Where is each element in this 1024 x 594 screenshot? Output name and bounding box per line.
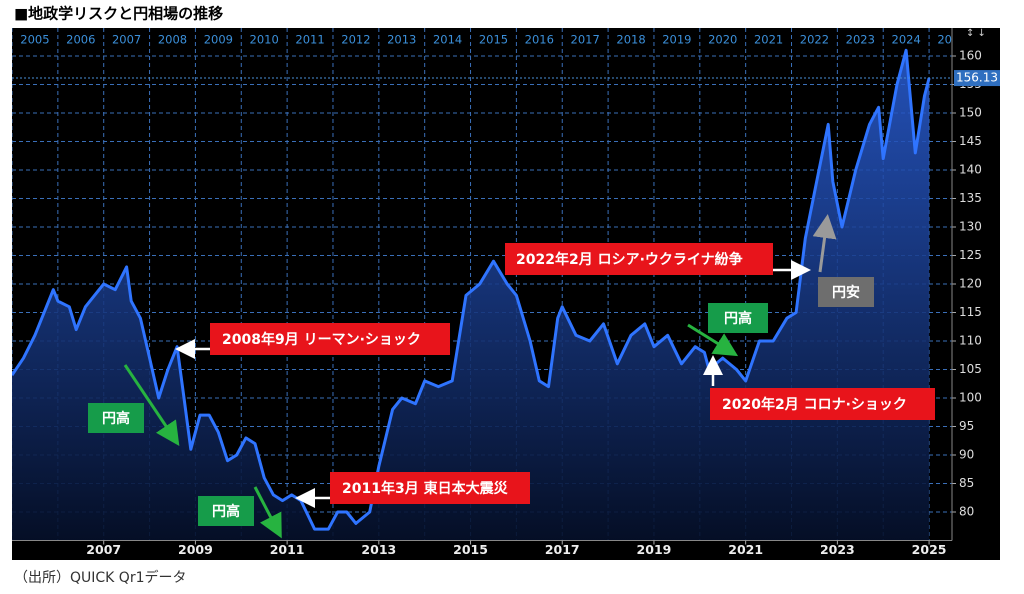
top-year-label: 2005 [20, 33, 49, 47]
top-year-label: 2009 [204, 33, 233, 47]
annotation-box [708, 303, 768, 333]
annotation: 2011年3月 東日本大震災 [342, 480, 509, 497]
top-year-label: 2011 [295, 33, 324, 47]
x-tick-label: 2007 [86, 542, 121, 557]
y-tick-label: 95 [959, 419, 974, 433]
top-year-label: 2012 [341, 33, 370, 47]
top-year-label: 2015 [479, 33, 508, 47]
y-tick-label: 120 [959, 277, 982, 291]
top-year-label: 2010 [250, 33, 279, 47]
annotation: 2020年2月 コロナ·ショック [722, 396, 907, 413]
top-year-label: 2022 [800, 33, 829, 47]
annotation-box [710, 388, 935, 420]
price-line [12, 48, 931, 531]
annotation-box [818, 277, 874, 307]
area-fill [12, 50, 930, 541]
top-year-label: 2007 [112, 33, 141, 47]
source-note: （出所）QUICK Qr1データ [14, 569, 186, 586]
chart-title: ■地政学リスクと円相場の推移 [14, 5, 223, 23]
last-value-box [954, 70, 1000, 87]
top-year-label: 2017 [571, 33, 600, 47]
arrow [687, 323, 739, 357]
x-tick-label: 2019 [637, 542, 672, 557]
top-year-label: 2006 [66, 33, 95, 47]
annotation: 円高 [102, 410, 130, 427]
top-year-label: 2019 [662, 33, 691, 47]
y-tick-label: 105 [959, 362, 982, 376]
y-tick-label: 80 [959, 505, 974, 519]
x-tick-label: 2015 [453, 542, 488, 557]
arrow [812, 214, 837, 273]
annotation-box [88, 403, 144, 433]
annotation-box [198, 496, 254, 526]
y-tick-label: 90 [959, 448, 974, 462]
x-tick-label: 2023 [820, 542, 855, 557]
axes: 80 85 90 95 100 105 110 115 120 125 130 135 140 145 15… [12, 28, 1000, 557]
top-year-label: 2018 [616, 33, 645, 47]
x-tick-label: 2013 [361, 542, 396, 557]
toolbar-icons: ↕ ↓ [966, 28, 986, 39]
top-year-label: 2023 [846, 33, 875, 47]
y-tick-label: 160 [959, 49, 982, 63]
plot-layer: 2005 2006 2007 2008 2009 2010 2011 2012 2013 2014… [12, 28, 966, 541]
top-year-label: 2008 [158, 33, 187, 47]
top-year-label: 2016 [525, 33, 554, 47]
y-tick-label: 110 [959, 334, 982, 348]
x-tick-label: 2011 [270, 542, 305, 557]
y-tick-label: 85 [959, 476, 974, 490]
arrow [123, 364, 180, 446]
annotation-box [210, 323, 450, 355]
y-tick-label: 145 [959, 134, 982, 148]
top-year-label: 2014 [433, 33, 462, 47]
y-tick-label: 130 [959, 220, 982, 234]
annotation-box [505, 243, 773, 275]
annotation: 2008年9月 リーマン·ショック [222, 331, 421, 348]
annotation: 円高 [212, 503, 240, 520]
x-tick-label: 2017 [545, 542, 580, 557]
top-year-label: 2020 [708, 33, 737, 47]
y-tick-label: 140 [959, 163, 982, 177]
y-tick-label: 150 [959, 106, 982, 120]
top-year-label: 2013 [387, 33, 416, 47]
annotation: 円安 [832, 284, 860, 301]
top-year-label: 2021 [754, 33, 783, 47]
arrow [253, 486, 282, 539]
annotation-box [330, 472, 530, 504]
y-tick-label: 115 [959, 305, 982, 319]
top-year-label: 2025 [937, 33, 966, 47]
top-year-label: 2024 [892, 33, 921, 47]
y-tick-label: 135 [959, 191, 982, 205]
x-tick-label: 2021 [728, 542, 763, 557]
y-tick-label: 100 [959, 391, 982, 405]
annotation: 円高 [724, 310, 752, 327]
x-tick-label: 2009 [178, 542, 213, 557]
annotations: 2008年9月 リーマン·ショック 円高 2011年3月 東日本大震災 円高 2… [88, 214, 935, 539]
y-tick-label: 125 [959, 248, 982, 262]
x-tick-label: 2025 [912, 542, 947, 557]
annotation: 2022年2月 ロシア·ウクライナ紛争 [516, 251, 743, 268]
last-value-label: 156.13 [956, 71, 998, 85]
